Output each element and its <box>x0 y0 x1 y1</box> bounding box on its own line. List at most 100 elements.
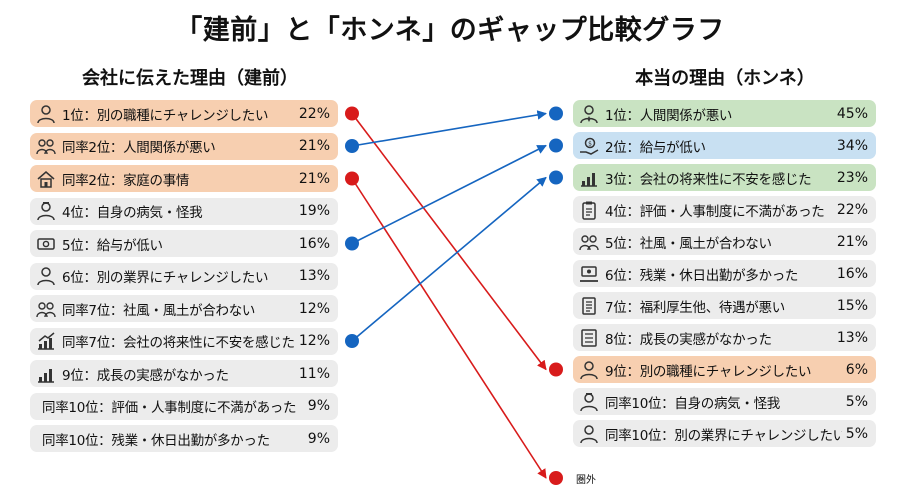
left-ranking-row: 1位：別の職種にチャレンジしたい 22% <box>30 100 338 127</box>
right-ranking-row: 6位：残業・休日出勤が多かった 16% <box>573 260 876 287</box>
chart-title: 「建前」と「ホンネ」のギャップ比較グラフ <box>175 15 725 46</box>
left-ranking-row: 同率2位：人間関係が悪い 21% <box>30 132 338 160</box>
connection-start-dot <box>345 236 359 251</box>
reason-label: 6位：別の業界にチャレンジしたい <box>62 270 269 286</box>
money-icon <box>36 234 56 254</box>
right-column-title: 本当の理由（ホンネ） <box>635 68 815 89</box>
percent-value: 45% <box>836 105 868 122</box>
left-ranking-row: 同率10位：評価・人事制度に不満があった 9% <box>30 392 338 420</box>
percent-value: 16% <box>298 235 330 252</box>
reason-label: 9位：成長の実感がなかった <box>62 367 229 384</box>
reason-label: 同率10位：自身の病気・怪我 <box>605 395 780 412</box>
svg-text:$: $ <box>588 140 592 147</box>
reason-label: 5位：社風・風土が合わない <box>605 235 772 252</box>
percent-value: 23% <box>836 169 868 186</box>
right-ranking-row: 5位：社風・風土が合わない 21% <box>573 228 876 255</box>
clipboard-icon <box>579 200 599 220</box>
person-icon <box>579 360 599 380</box>
sick-person-icon <box>579 392 599 412</box>
percent-value: 12% <box>298 300 330 317</box>
money-hand-icon: $ <box>579 136 599 156</box>
connection-line <box>351 113 547 371</box>
list-icon <box>579 328 599 348</box>
percent-value: 34% <box>836 137 868 154</box>
reason-label: 同率2位：家庭の事情 <box>62 172 190 189</box>
percent-value: 12% <box>298 333 330 349</box>
percent-value: 9% <box>307 398 330 414</box>
percent-value: 11% <box>298 365 330 382</box>
reason-label: 1位：別の職種にチャレンジしたい <box>62 107 269 124</box>
percent-value: 13% <box>836 329 868 346</box>
connection-start-dot <box>345 106 359 121</box>
connection-line <box>351 144 547 245</box>
bar-chart-icon <box>579 168 599 188</box>
left-ranking-row: 9位：成長の実感がなかった 11% <box>30 360 338 387</box>
connection-end-dot <box>549 138 563 153</box>
right-ranking-row: 8位：成長の実感がなかった 13% <box>573 324 876 351</box>
percent-value: 9% <box>307 430 330 447</box>
reason-label: 同率7位：会社の将来性に不安を感じた <box>62 335 295 351</box>
connection-start-dot <box>345 171 359 186</box>
person-icon <box>579 424 599 444</box>
percent-value: 5% <box>845 425 868 442</box>
left-ranking-row: 6位：別の業界にチャレンジしたい 13% <box>30 262 338 290</box>
right-ranking-row: 3位：会社の将来性に不安を感じた 23% <box>573 164 876 191</box>
left-ranking-row: 同率2位：家庭の事情 21% <box>30 165 338 192</box>
right-ranking-row: 同率10位：別の業界にチャレンジしたい 5% <box>573 420 876 447</box>
connection-end-dot <box>549 471 563 485</box>
reason-label: 4位：評価・人事制度に不満があった <box>605 203 825 220</box>
bar-chart-icon <box>36 364 56 384</box>
right-ranking-row: 同率10位：自身の病気・怪我 5% <box>573 388 876 415</box>
right-ranking-row: 4位：評価・人事制度に不満があった 22% <box>573 196 876 223</box>
percent-value: 21% <box>298 138 330 154</box>
left-column-title: 会社に伝えた理由（建前） <box>82 68 298 89</box>
connection-line <box>351 178 547 479</box>
person-tie-icon <box>579 104 599 124</box>
right-ranking-row: 1位：人間関係が悪い 45% <box>573 100 876 127</box>
connection-line <box>351 176 547 342</box>
percent-value: 22% <box>836 201 868 218</box>
person-icon <box>36 104 56 124</box>
percent-value: 22% <box>298 105 330 122</box>
percent-value: 6% <box>845 361 868 378</box>
left-ranking-row: 同率7位：会社の将来性に不安を感じた 12% <box>30 327 338 355</box>
sick-person-icon <box>36 201 56 221</box>
reason-label: 9位：別の職種にチャレンジしたい <box>605 363 812 380</box>
reason-label: 1位：人間関係が悪い <box>605 107 733 124</box>
reason-label: 2位：給与が低い <box>605 139 706 156</box>
percent-value: 19% <box>298 203 330 219</box>
left-ranking-row: 4位：自身の病気・怪我 19% <box>30 197 338 225</box>
desk-worker-icon <box>579 264 599 284</box>
connection-start-dot <box>345 334 359 348</box>
document-icon <box>579 296 599 316</box>
group-icon <box>36 136 56 156</box>
left-ranking-row: 同率7位：社風・風土が合わない 12% <box>30 295 338 322</box>
out-of-rank-label: 圏外 <box>576 475 596 486</box>
reason-label: 6位：残業・休日出勤が多かった <box>605 267 799 284</box>
reason-label: 同率10位：別の業界にチャレンジしたい <box>605 427 842 444</box>
reason-label: 8位：成長の実感がなかった <box>605 331 772 348</box>
group-icon <box>36 299 56 319</box>
reason-label: 7位：福利厚生他、待遇が悪い <box>605 299 785 316</box>
connection-start-dot <box>345 139 359 153</box>
reason-label: 3位：会社の将来性に不安を感じた <box>605 171 812 188</box>
house-icon <box>36 169 56 189</box>
reason-label: 同率10位：評価・人事制度に不満があった <box>42 400 297 416</box>
percent-value: 5% <box>845 393 868 410</box>
reason-label: 4位：自身の病気・怪我 <box>62 205 203 221</box>
connection-end-dot <box>549 362 563 377</box>
reason-label: 同率2位：人間関係が悪い <box>62 140 216 156</box>
percent-value: 13% <box>298 268 330 284</box>
connection-line <box>351 110 547 147</box>
right-ranking-row: 7位：福利厚生他、待遇が悪い 15% <box>573 292 876 319</box>
percent-value: 15% <box>836 297 868 314</box>
percent-value: 21% <box>298 170 330 187</box>
chart-up-icon <box>36 331 56 351</box>
right-ranking-row: $2位：給与が低い 34% <box>573 132 876 159</box>
group-icon <box>579 232 599 252</box>
connection-end-dot <box>549 170 563 185</box>
reason-label: 同率10位：残業・休日出勤が多かった <box>42 432 270 449</box>
left-ranking-row: 同率10位：残業・休日出勤が多かった 9% <box>30 425 338 452</box>
percent-value: 16% <box>836 265 868 282</box>
right-ranking-row: 9位：別の職種にチャレンジしたい 6% <box>573 356 876 383</box>
